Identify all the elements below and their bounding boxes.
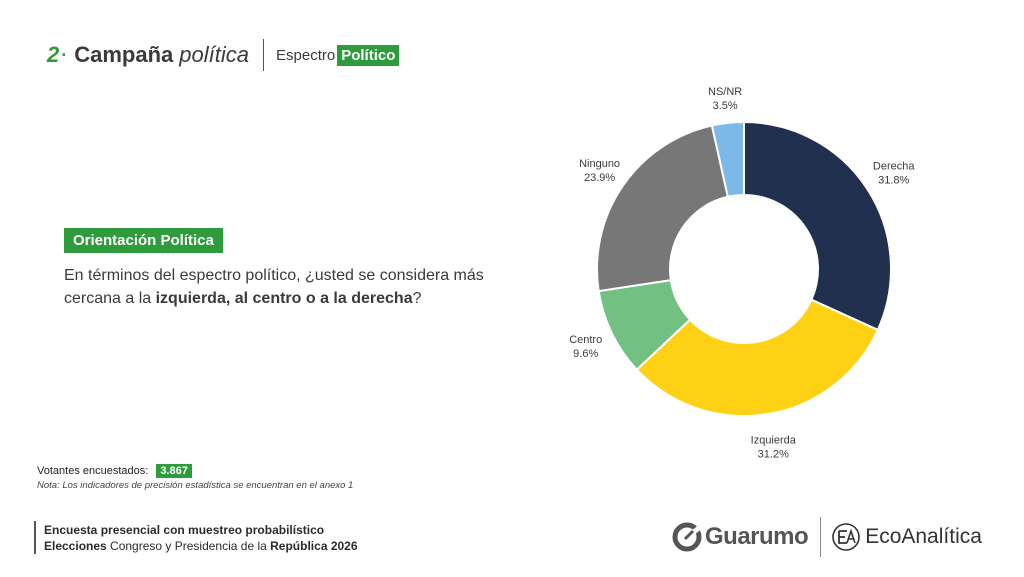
footer-line-2: Elecciones Congreso y Presidencia de la … — [44, 539, 358, 553]
section-header: 2 · Campaña política Espectro Político — [47, 38, 400, 72]
slice-category-label: Centro — [569, 334, 602, 346]
guarumo-name: Guarumo — [705, 523, 809, 550]
ecoanalitica-logo: EcoAnalítica — [831, 522, 982, 552]
slice-nsnr — [710, 120, 745, 198]
question-text-pre: En términos del espectro político, ¿uste… — [64, 267, 484, 307]
sample-value-badge: 3.867 — [156, 464, 192, 478]
donut-slices — [596, 120, 892, 417]
guarumo-mark-icon — [672, 522, 702, 552]
footer-line-1: Encuesta presencial con muestreo probabi… — [44, 523, 325, 537]
header-divider — [263, 39, 265, 71]
ecoanalitica-mark-icon — [832, 523, 860, 551]
footer-elecciones: Elecciones — [44, 539, 107, 553]
slice-value-label: 31.2% — [758, 449, 789, 460]
ecoanalitica-name: EcoAnalítica — [865, 525, 982, 548]
subtitle-espectro: Espectro — [276, 46, 336, 64]
slice-value-label: 31.8% — [878, 175, 909, 187]
slice-category-label: Ninguno — [579, 158, 620, 170]
donut-chart: Derecha 31.8% Izquierda 31.2% Centro 9.6% Ning… — [569, 86, 915, 460]
slice-derecha — [743, 120, 892, 332]
logos: Guarumo EcoAnalítica — [672, 516, 982, 558]
section-dot: · — [61, 44, 68, 65]
footer-mid: Congreso y Presidencia de la — [106, 539, 271, 553]
slice-value-label: 9.6% — [573, 348, 598, 360]
donut-labels: Derecha 31.8% Izquierda 31.2% Centro 9.6% Ning… — [569, 86, 915, 460]
footer-republica: República 2026 — [270, 539, 358, 553]
guarumo-logo: Guarumo — [672, 522, 809, 552]
question-text: En términos del espectro político, ¿uste… — [64, 264, 484, 310]
section-number: 2 — [47, 42, 60, 67]
footer-divider — [34, 521, 36, 554]
slice-category-label: Derecha — [873, 161, 915, 173]
slice-value-label: 23.9% — [584, 172, 615, 184]
question-text-post: ? — [412, 290, 422, 307]
sample-size: Votantes encuestados: 3.867 — [37, 464, 192, 478]
slice-ninguno — [596, 124, 730, 293]
section-title-italic: política — [179, 42, 250, 67]
slice-category-label: NS/NR — [708, 86, 742, 98]
slice-izquierda — [635, 298, 880, 417]
slice-value-label: 3.5% — [713, 100, 738, 112]
precision-note: Nota: Los indicadores de precisión estad… — [37, 480, 354, 491]
sample-label: Votantes encuestados: — [37, 465, 149, 477]
slice-category-label: Izquierda — [751, 435, 797, 447]
logo-divider — [820, 517, 822, 557]
question-text-bold: izquierda, al centro o a la derecha — [155, 290, 413, 307]
section-title: Campaña — [74, 42, 174, 67]
subtitle-politico-badge: Político — [337, 44, 400, 66]
question-badge: Orientación Política — [64, 228, 223, 253]
